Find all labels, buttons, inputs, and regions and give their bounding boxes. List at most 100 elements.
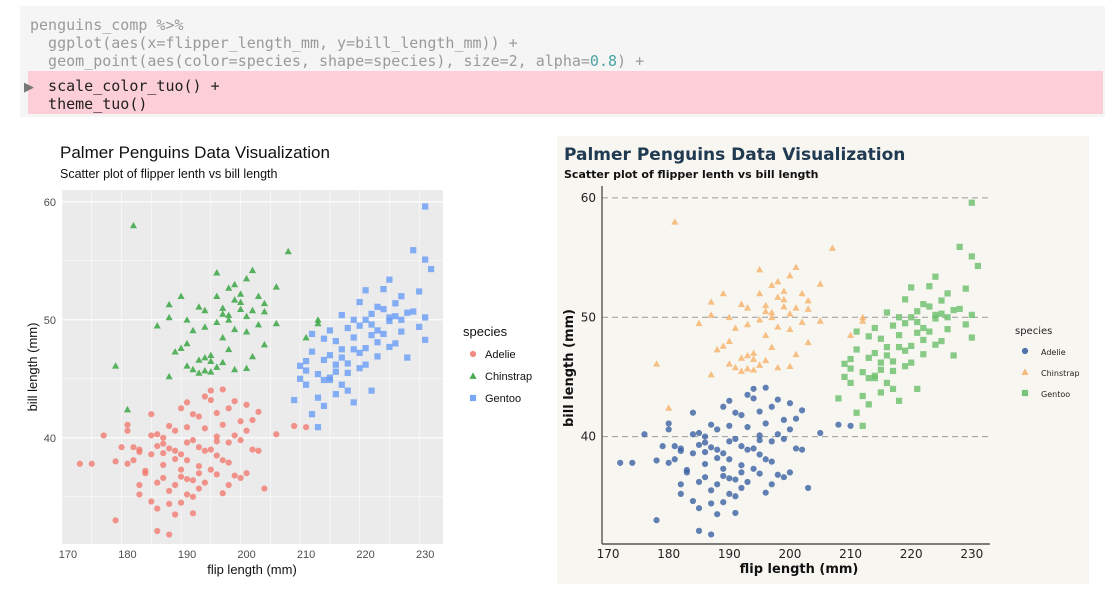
data-point-gentoo: [356, 299, 363, 306]
data-point-adelie: [183, 476, 191, 483]
y-tick-label: 60: [581, 191, 596, 205]
data-point-chinstrap: [756, 265, 764, 273]
data-point-gentoo: [908, 284, 915, 291]
data-point-adelie: [835, 421, 842, 428]
data-point-adelie: [665, 459, 672, 466]
data-point-chinstrap: [780, 302, 788, 310]
data-point-gentoo: [338, 354, 345, 361]
data-point-chinstrap: [242, 312, 251, 320]
data-point-adelie: [148, 432, 155, 439]
data-point-adelie: [701, 439, 709, 446]
data-point-adelie: [617, 459, 624, 466]
data-point-adelie: [177, 466, 185, 473]
data-point-adelie: [88, 460, 95, 467]
data-point-adelie: [768, 481, 775, 488]
data-point-gentoo: [956, 305, 963, 313]
data-point-gentoo: [883, 352, 891, 359]
data-point-gentoo: [356, 322, 363, 329]
data-point-adelie: [273, 431, 280, 438]
run-line-marker[interactable]: ▶: [24, 80, 34, 95]
data-point-adelie: [689, 450, 697, 457]
data-point-chinstrap: [804, 338, 812, 346]
data-point-adelie: [756, 470, 763, 477]
data-point-adelie: [177, 405, 185, 412]
data-point-chinstrap: [284, 247, 292, 255]
data-point-chinstrap: [207, 368, 215, 375]
data-point-gentoo: [332, 368, 339, 375]
data-point-adelie: [225, 439, 232, 446]
data-point-gentoo: [362, 345, 369, 352]
data-point-adelie: [231, 432, 238, 439]
data-point-gentoo: [895, 344, 903, 351]
data-point-gentoo: [853, 409, 860, 416]
data-point-adelie: [738, 443, 745, 450]
data-point-gentoo: [944, 326, 951, 333]
data-point-adelie: [291, 422, 298, 430]
data-point-adelie: [213, 471, 220, 478]
data-point-adelie: [695, 429, 703, 437]
data-point-adelie: [219, 421, 226, 428]
code-cell[interactable]: ▶ penguins_comp %>% ggplot(aes(x=flipper…: [20, 6, 1105, 117]
data-point-adelie: [768, 438, 775, 445]
data-point-gentoo: [895, 314, 903, 321]
data-point-adelie: [172, 481, 179, 489]
data-point-gentoo: [950, 307, 957, 314]
data-point-chinstrap: [237, 298, 245, 305]
data-point-adelie: [148, 451, 155, 458]
data-point-adelie: [756, 451, 763, 458]
data-point-chinstrap: [774, 363, 782, 371]
data-point-gentoo: [889, 367, 897, 375]
data-point-adelie: [726, 490, 733, 497]
data-point-gentoo: [308, 330, 316, 338]
data-point-adelie: [237, 418, 244, 425]
data-point-gentoo: [297, 362, 304, 369]
data-point-adelie: [189, 437, 197, 444]
data-point-gentoo: [362, 316, 369, 323]
data-point-gentoo: [908, 359, 915, 366]
data-point-chinstrap: [219, 304, 227, 311]
legend-label-gentoo: Gentoo: [1041, 390, 1070, 399]
data-point-gentoo: [422, 203, 429, 210]
data-point-chinstrap: [189, 365, 197, 373]
code-highlight: [28, 71, 1103, 114]
data-point-gentoo: [344, 369, 351, 376]
data-point-adelie: [762, 456, 769, 463]
data-point-gentoo: [356, 365, 363, 372]
data-point-gentoo: [968, 334, 975, 341]
data-point-gentoo: [374, 327, 381, 334]
code-number: 0.8: [589, 52, 618, 70]
data-point-chinstrap: [719, 342, 727, 349]
data-point-adelie: [744, 478, 751, 486]
data-point-gentoo: [302, 381, 310, 388]
data-point-chinstrap: [828, 244, 836, 251]
x-tick-label: 180: [657, 547, 680, 561]
data-point-adelie: [768, 458, 775, 465]
data-point-adelie: [756, 408, 763, 415]
data-point-adelie: [100, 432, 107, 439]
code-line: penguins_comp %>%: [30, 16, 184, 34]
code-line: theme_tuo(): [30, 95, 148, 113]
data-point-adelie: [750, 465, 757, 472]
data-point-chinstrap: [846, 331, 855, 339]
data-point-adelie: [76, 460, 83, 467]
data-point-gentoo: [326, 352, 333, 359]
y-tick-label: 50: [581, 310, 596, 324]
legend-label-chinstrap: Chinstrap: [1041, 369, 1080, 378]
data-point-chinstrap: [225, 284, 233, 291]
data-point-chinstrap: [768, 343, 776, 350]
data-point-gentoo: [926, 303, 933, 310]
data-point-chinstrap: [219, 333, 227, 341]
chart-subtitle: Scatter plot of flipper lenth vs bill le…: [564, 168, 819, 181]
data-point-adelie: [231, 398, 238, 405]
data-point-chinstrap: [177, 292, 185, 300]
data-point-chinstrap: [816, 317, 824, 324]
data-point-gentoo: [386, 314, 393, 321]
data-point-adelie: [118, 444, 125, 451]
data-point-gentoo: [926, 283, 933, 290]
data-point-gentoo: [368, 387, 375, 394]
data-point-chinstrap: [780, 295, 788, 303]
data-point-adelie: [243, 401, 250, 408]
data-point-adelie: [154, 442, 161, 450]
data-point-gentoo: [344, 324, 351, 332]
data-point-gentoo: [326, 327, 333, 334]
